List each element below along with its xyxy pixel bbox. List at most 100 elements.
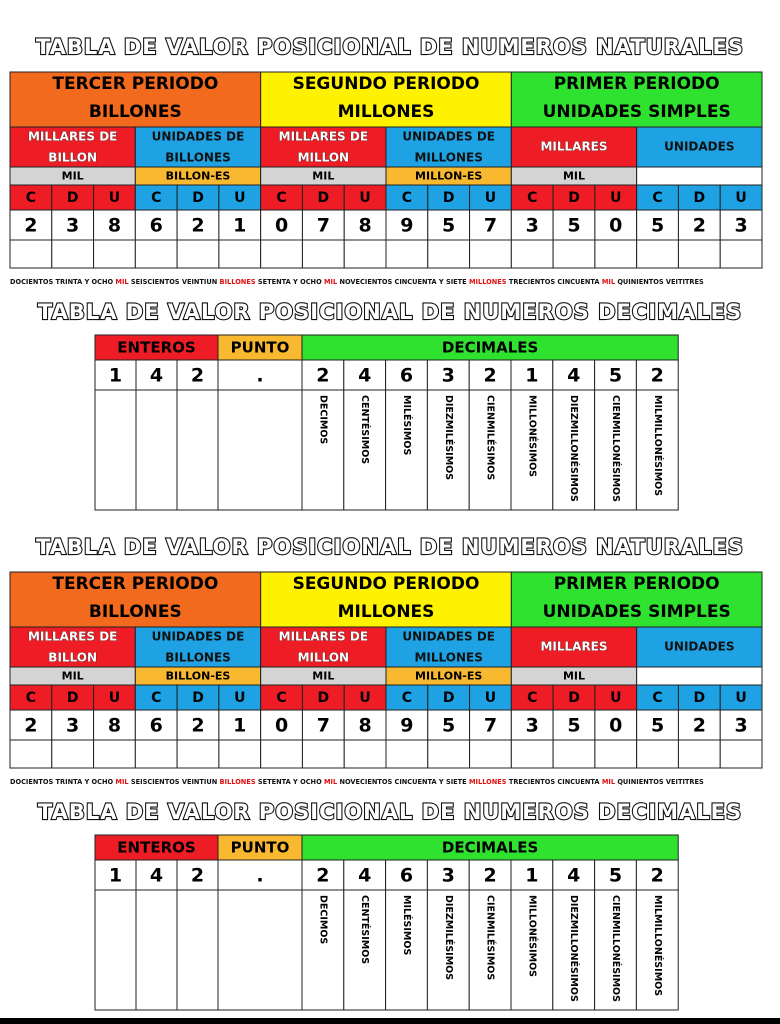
name-cell (594, 389, 637, 511)
word-segment: NOVECIENTOS CINCUENTA Y SIETE (337, 278, 469, 286)
decimal-place-name: MILÉSIMOS (401, 395, 413, 455)
place-letter: D (318, 190, 330, 206)
digit-cell (260, 209, 303, 241)
empty-cell (636, 239, 679, 269)
digit-cell (94, 359, 137, 391)
place-letter: U (234, 690, 245, 706)
word-segment: SETENTA Y OCHO (256, 778, 324, 786)
place-letter: C (276, 690, 286, 706)
integer-digit: 1 (109, 365, 122, 387)
place-letter: U (735, 690, 746, 706)
name-cell (552, 889, 596, 1011)
empty-cell (427, 239, 471, 269)
digit-cell (135, 859, 178, 891)
place-letter: D (568, 690, 580, 706)
digit: 8 (108, 715, 121, 737)
place-letter: D (318, 690, 330, 706)
class-unit: BILLON-ES (166, 170, 231, 183)
decimal-place-name: DECIMOS (317, 895, 328, 944)
digit: 5 (567, 215, 580, 237)
digit: 0 (609, 215, 622, 237)
digit: 7 (484, 215, 497, 237)
place-letter: U (109, 690, 120, 706)
empty-cell (469, 739, 512, 769)
period-name: PRIMER PERIODO (554, 74, 720, 94)
digit: 3 (66, 215, 79, 237)
letter-cell (343, 184, 387, 211)
decimal-place-name: MILMILLONÉSIMOS (652, 895, 664, 996)
digit: 7 (317, 715, 330, 737)
decimal-digit: 4 (567, 865, 580, 887)
word-segment: NOVECIENTOS CINCUENTA Y SIETE (337, 778, 469, 786)
decimal-place-name: CIENMILÉSIMOS (485, 895, 497, 980)
period-sub: BILLONES (89, 102, 182, 122)
decimal-place-name: CENTÉSIMOS (359, 395, 371, 464)
empty-cell (93, 739, 136, 769)
word-segment: MIL (324, 278, 338, 286)
place-letter: C (652, 690, 662, 706)
place-letter: C (276, 190, 286, 206)
empty-cell (51, 739, 95, 769)
place-letter: D (443, 690, 455, 706)
class-name: MILLARES DE (279, 130, 368, 144)
word-segment: SEISCIENTOS VEINTIUN (129, 278, 220, 286)
digit: 6 (150, 715, 163, 737)
digit: 8 (358, 715, 371, 737)
class-name: MILLON (298, 651, 350, 665)
place-letter: C (527, 190, 537, 206)
digit: 3 (66, 715, 79, 737)
name-cell (552, 389, 596, 511)
point: . (256, 365, 263, 387)
class-cell (510, 126, 638, 168)
word-segment: QUINIENTOS VEITITRES (615, 778, 704, 786)
digit-cell (385, 359, 428, 391)
digit: 3 (526, 715, 539, 737)
digit-cell (594, 209, 638, 241)
place-letter: C (151, 690, 161, 706)
decimal-digit: 5 (609, 865, 622, 887)
decimal-place-name: MILÉSIMOS (401, 895, 413, 955)
header-cell (94, 334, 219, 361)
name-cell (343, 889, 387, 1011)
place-letter: C (151, 190, 161, 206)
class-name: UNIDADES (664, 640, 734, 654)
class-unit: MIL (563, 170, 585, 183)
word-segment: DOCIENTOS TRINTA Y OCHO (10, 278, 115, 286)
digit-cell (552, 859, 596, 891)
period-sub: MILLONES (338, 102, 435, 122)
decimal-digit: 2 (483, 365, 496, 387)
digit: 7 (317, 215, 330, 237)
name-cell (510, 889, 554, 1011)
class-name: BILLONES (165, 651, 231, 665)
empty-cell (176, 889, 219, 1011)
decimal-digit: 1 (525, 865, 538, 887)
letter-cell (677, 184, 721, 211)
decimal-place-name: MILMILLONÉSIMOS (652, 395, 664, 496)
empty-cell (134, 739, 178, 769)
digit-cell (426, 859, 470, 891)
decimal-place-name: DIEZMILÉSIMOS (443, 895, 455, 980)
letter-cell (176, 684, 220, 711)
empty-cell (719, 239, 763, 269)
empty-cell (94, 889, 137, 1011)
letter-cell (427, 684, 471, 711)
empty-cell (51, 239, 95, 269)
empty-cell (9, 239, 53, 269)
digit: 8 (358, 215, 371, 237)
empty-cell (385, 239, 429, 269)
name-cell (510, 389, 554, 511)
word-segment: MIL (324, 778, 338, 786)
header: PUNTO (231, 339, 290, 357)
class-name: UNIDADES DE (152, 130, 245, 144)
digit-cell (51, 209, 95, 241)
class-name: BILLON (48, 651, 97, 665)
empty-cell (135, 389, 178, 511)
class-unit: MIL (312, 670, 334, 683)
word-segment: TRECIENTOS CINCUENTA (507, 278, 602, 286)
letter-cell (51, 184, 95, 211)
empty-cell (176, 739, 220, 769)
class-cell (9, 626, 136, 668)
empty-cell (552, 739, 596, 769)
digit-cell (510, 209, 554, 241)
name-cell (301, 889, 345, 1011)
